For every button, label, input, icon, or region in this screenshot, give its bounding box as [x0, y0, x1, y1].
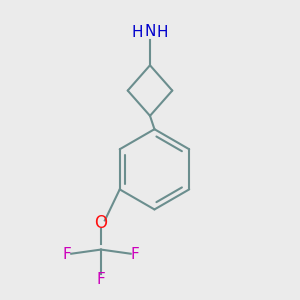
- Text: O: O: [94, 214, 107, 232]
- Text: N: N: [144, 24, 156, 39]
- Text: F: F: [97, 272, 105, 287]
- Text: H: H: [157, 25, 168, 40]
- Text: H: H: [132, 25, 143, 40]
- Text: F: F: [62, 247, 71, 262]
- Text: F: F: [131, 247, 140, 262]
